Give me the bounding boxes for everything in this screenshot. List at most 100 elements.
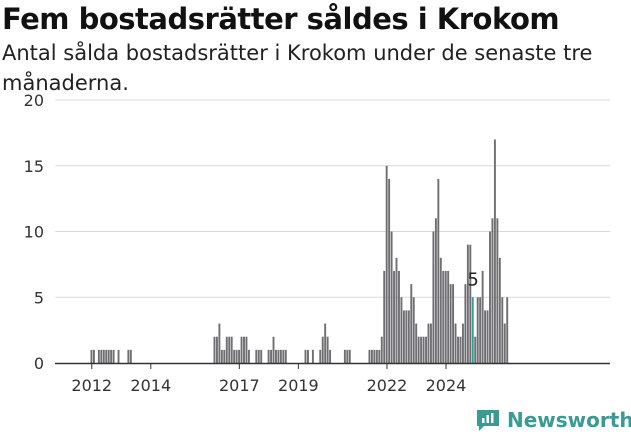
bar: [304, 349, 307, 363]
bar: [260, 349, 263, 363]
chart-subtitle: Antal sålda bostadsrätter i Krokom under…: [2, 41, 593, 95]
bar: [452, 284, 455, 363]
bar: [247, 349, 250, 363]
bar: [459, 336, 462, 363]
bar: [464, 284, 467, 363]
bar: [427, 323, 430, 363]
annotation-label: 5: [467, 269, 478, 290]
bar: [97, 349, 100, 363]
bar: [474, 336, 477, 363]
bar: [324, 323, 327, 363]
bar: [444, 270, 447, 363]
bar: [415, 323, 418, 363]
y-tick-label: 20: [24, 91, 44, 110]
y-tick-label: 15: [24, 157, 44, 176]
bar: [476, 297, 479, 363]
chart-title: Fem bostadsrätter såldes i Krokom: [2, 2, 560, 36]
bar: [228, 336, 231, 363]
y-tick-label: 0: [34, 354, 44, 373]
bar: [383, 270, 386, 363]
bar: [90, 349, 93, 363]
bar: [457, 336, 459, 363]
newsworthy-logo-icon: [477, 410, 499, 431]
bar: [430, 323, 432, 363]
y-tick-label: 5: [34, 288, 44, 307]
bar: [469, 244, 472, 363]
newsworthy-brand[interactable]: Newsworthy: [475, 408, 631, 432]
bar: [461, 323, 464, 363]
y-tick-label: 10: [24, 223, 44, 242]
bar: [275, 349, 277, 363]
bar: [255, 349, 258, 363]
x-axis: 2012 2014 2017 2019 2022 2024: [55, 362, 610, 395]
bar: [402, 310, 405, 363]
bar: [466, 244, 469, 363]
bar: [272, 336, 275, 363]
bar: [348, 349, 351, 363]
y-axis-labels: 0 5 10 15 20: [24, 91, 44, 373]
bar: [282, 349, 285, 363]
bar: [434, 218, 437, 363]
bar: [373, 349, 376, 363]
bar: [117, 349, 120, 363]
bar: [496, 218, 499, 363]
bar: [420, 336, 423, 363]
bar: [407, 310, 410, 363]
bar: [393, 270, 396, 363]
bar: [257, 349, 260, 363]
bar: [326, 336, 329, 363]
bar: [319, 349, 322, 363]
bar: [442, 270, 445, 363]
bar: [471, 297, 474, 363]
x-tick-label: 2024: [426, 376, 467, 395]
bar: [449, 284, 452, 363]
bar: [230, 336, 233, 363]
bar: [390, 231, 393, 363]
bar: [400, 297, 403, 363]
bars: [90, 139, 509, 363]
bar: [110, 349, 113, 363]
bar: [223, 349, 226, 363]
bar: [481, 270, 484, 363]
bar: [92, 349, 95, 363]
bar: [243, 336, 245, 363]
bar: [346, 349, 349, 363]
bar: [454, 323, 457, 363]
x-tick-label: 2012: [71, 376, 112, 395]
bar: [343, 349, 346, 363]
bar: [220, 349, 223, 363]
x-tick-label: 2022: [367, 376, 408, 395]
bar: [425, 336, 427, 363]
bar: [307, 349, 309, 363]
bar: [439, 257, 442, 363]
bar: [501, 297, 504, 363]
bar: [321, 336, 324, 363]
brand-name: Newsworthy: [507, 408, 631, 432]
bar: [498, 257, 501, 363]
bar: [484, 310, 487, 363]
bar: [417, 336, 420, 363]
bar: [329, 349, 332, 363]
annotation: 5: [467, 269, 478, 290]
bar: [213, 336, 216, 363]
bar: [432, 231, 435, 363]
bar: [395, 257, 398, 363]
bar: [422, 336, 425, 363]
bar: [380, 336, 383, 363]
bar: [479, 297, 482, 363]
x-tick-label: 2017: [219, 376, 260, 395]
bar: [388, 178, 391, 363]
bar: [284, 349, 287, 363]
bar: [102, 349, 105, 363]
bar: [375, 349, 378, 363]
bar: [503, 323, 506, 363]
bar: [267, 349, 270, 363]
bar: [412, 297, 415, 363]
bar: [378, 349, 381, 363]
bar: [370, 349, 373, 363]
x-tick-label: 2019: [278, 376, 319, 395]
bar: [129, 349, 132, 363]
bar: [225, 336, 228, 363]
x-tick-label: 2014: [130, 376, 171, 395]
